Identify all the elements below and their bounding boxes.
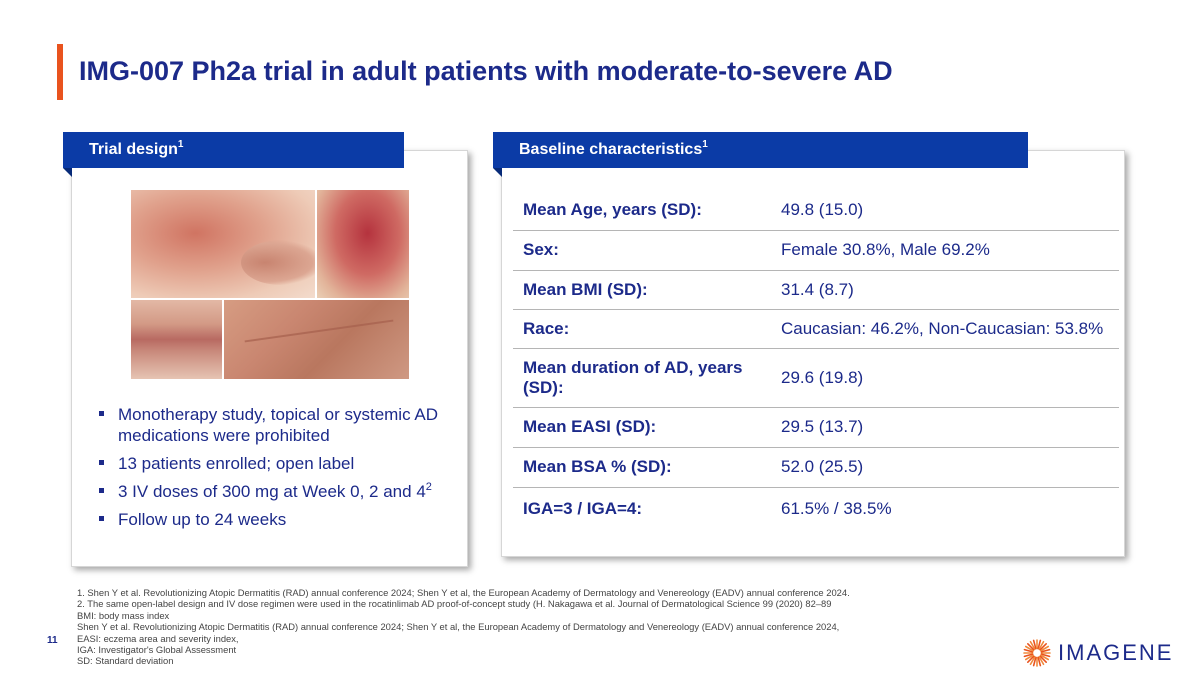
row-value: 31.4 (8.7) — [771, 270, 1119, 310]
atopic-dermatitis-photo-collage — [131, 190, 409, 379]
row-value: 61.5% / 38.5% — [781, 499, 892, 519]
logo-ray — [1032, 639, 1037, 650]
table-row: Mean BMI (SD): 31.4 (8.7) — [513, 270, 1119, 310]
row-label: Mean BSA % (SD): — [513, 447, 771, 488]
logo-ray — [1029, 640, 1036, 650]
footnote-line: SD: Standard deviation — [77, 655, 174, 667]
logo-wordmark: IMAGENE — [1058, 640, 1174, 665]
page-number: 11 — [47, 635, 58, 646]
sunburst-logo-icon — [1023, 639, 1051, 667]
row-value: 29.6 (19.8) — [771, 348, 1119, 408]
row-label: Mean EASI (SD): — [513, 407, 771, 448]
baseline-header: Baseline characteristics1 — [493, 132, 1028, 168]
footnote-line: EASI: eczema area and severity index, — [77, 632, 239, 644]
trial-design-header-ref: 1 — [177, 139, 184, 150]
logo-ray — [1023, 653, 1034, 658]
list-item: Follow up to 24 weeks — [99, 509, 459, 530]
logo-ray — [1040, 648, 1051, 653]
bullet-square-icon — [99, 460, 104, 465]
logo-ray — [1039, 655, 1047, 663]
logo-ray — [1040, 645, 1050, 652]
row-label: IGA=3 / IGA=4: — [523, 499, 643, 519]
trial-design-header-label: Trial design — [89, 141, 178, 158]
photo-lip-dermatitis — [131, 300, 222, 379]
row-label: Race: — [513, 309, 771, 349]
photo-arm-eczema — [224, 300, 409, 379]
baseline-table: Mean Age, years (SD): 49.8 (15.0) Sex: Fem… — [513, 190, 1119, 531]
row-label: Mean Age, years (SD): — [513, 190, 771, 231]
footnotes: 1. Shen Y et al. Revolutionizing Atopic … — [77, 587, 850, 667]
bullet-square-icon — [99, 411, 104, 416]
table-row: Mean duration of AD, years (SD): 29.6 (19… — [513, 348, 1119, 408]
header-fold-right — [493, 168, 502, 177]
bullet-ref: 2 — [425, 481, 432, 493]
logo-ray — [1039, 643, 1047, 651]
page-title: IMG-007 Ph2a trial in adult patients wit… — [79, 56, 893, 86]
footnote-line: BMI: body mass index — [77, 609, 170, 621]
bullet-square-icon — [99, 516, 104, 521]
footnote-line: Shen Y et al. Revolutionizing Atopic Der… — [77, 621, 840, 633]
trial-design-header: Trial design1 — [63, 132, 404, 168]
row-value: 52.0 (25.5) — [771, 447, 1119, 488]
row-label: Mean BMI (SD): — [513, 270, 771, 310]
row-value: 49.8 (15.0) — [771, 190, 1119, 231]
table-row: Mean BSA % (SD): 52.0 (25.5) — [513, 447, 1119, 488]
row-label: Mean duration of AD, years (SD): — [513, 348, 771, 408]
footnote-line: IGA: Investigator's Global Assessment — [77, 644, 237, 656]
bullet-text: 3 IV doses of 300 mg at Week 0, 2 and 4 — [118, 482, 426, 501]
imagene-logo: IMAGENE — [1022, 638, 1173, 668]
header-fold-left — [63, 168, 72, 177]
row-value: Female 30.8%, Male 69.2% — [771, 230, 1119, 271]
table-row: Mean Age, years (SD): 49.8 (15.0) — [513, 190, 1119, 231]
bullet-text: Follow up to 24 weeks — [118, 510, 287, 529]
table-row: IGA=3 / IGA=4: 61.5% / 38.5% — [513, 487, 1119, 531]
bullet-text: 13 patients enrolled; open label — [118, 454, 355, 473]
footnote-line: 1. Shen Y et al. Revolutionizing Atopic … — [77, 587, 850, 598]
bullet-text: Monotherapy study, topical or systemic A… — [118, 405, 438, 445]
logo-ray — [1038, 640, 1045, 650]
logo-ray — [1040, 654, 1050, 661]
logo-ray — [1024, 654, 1034, 661]
row-label: Sex: — [513, 230, 771, 271]
logo-ray — [1024, 645, 1034, 652]
baseline-header-label: Baseline characteristics — [519, 141, 703, 158]
logo-ray — [1029, 656, 1036, 666]
list-item: Monotherapy study, topical or systemic A… — [99, 404, 459, 446]
list-item: 3 IV doses of 300 mg at Week 0, 2 and 42 — [99, 481, 459, 502]
logo-ray — [1023, 648, 1034, 653]
logo-ray — [1037, 639, 1042, 650]
table-row: Sex: Female 30.8%, Male 69.2% — [513, 230, 1119, 271]
logo-ray — [1027, 655, 1035, 663]
baseline-header-ref: 1 — [702, 139, 708, 150]
row-value: 29.5 (13.7) — [771, 407, 1119, 448]
table-row: Mean EASI (SD): 29.5 (13.7) — [513, 407, 1119, 448]
logo-ray — [1032, 656, 1037, 667]
logo-ray — [1037, 656, 1042, 667]
table-row: Race: Caucasian: 46.2%, Non-Caucasian: 53… — [513, 309, 1119, 349]
logo-ray — [1038, 656, 1045, 666]
trial-design-bullet-list: Monotherapy study, topical or systemic A… — [99, 404, 459, 537]
row-value: Caucasian: 46.2%, Non-Caucasian: 53.8% — [771, 309, 1119, 349]
photo-facial-eczema — [131, 190, 315, 298]
logo-ray — [1040, 653, 1051, 658]
title-accent-bar — [57, 44, 63, 100]
logo-ray — [1027, 643, 1035, 651]
bullet-square-icon — [99, 488, 104, 493]
footnote-line: 2. The same open-label design and IV dos… — [77, 598, 832, 610]
photo-skin-rash-closeup — [317, 190, 409, 298]
list-item: 13 patients enrolled; open label — [99, 453, 459, 474]
